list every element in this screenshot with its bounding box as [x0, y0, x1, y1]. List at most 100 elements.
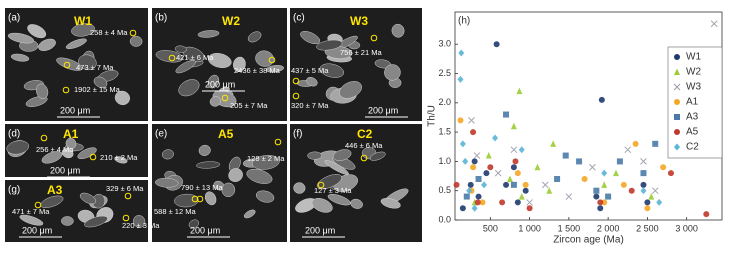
zircon-grain	[71, 23, 95, 37]
data-point	[644, 199, 651, 206]
zircon-grain	[65, 38, 87, 50]
zircon-grain	[61, 216, 74, 226]
scale-label: 200 μm	[60, 105, 90, 115]
spot-marker	[196, 195, 204, 203]
panel-label: (e)	[155, 129, 167, 140]
data-point	[481, 181, 488, 189]
age-label: 588 ± 12 Ma	[154, 207, 196, 216]
zircon-grain	[27, 24, 47, 39]
spot-marker	[89, 153, 97, 161]
panel-label: (g)	[8, 185, 20, 196]
legend-marker	[674, 143, 680, 151]
zircon-grain	[380, 198, 401, 209]
zircon-grain	[255, 190, 275, 203]
zircon-grain	[93, 76, 108, 88]
age-label: 446 ± 6 Ma	[345, 141, 383, 150]
data-point	[494, 169, 502, 177]
x-tick-label: 3 000	[675, 223, 698, 233]
zircon-grain	[207, 74, 220, 89]
data-point	[612, 169, 619, 177]
zircon-grain	[221, 182, 236, 198]
zircon-grain	[174, 45, 187, 53]
zircon-grain	[247, 31, 262, 43]
age-label: 256 ± 4 Ma	[36, 145, 74, 154]
zircon-grain	[84, 215, 108, 228]
data-point	[640, 187, 647, 195]
data-point	[565, 193, 573, 200]
data-point	[593, 193, 600, 200]
data-point	[510, 146, 518, 154]
data-point	[518, 146, 525, 154]
data-point	[506, 175, 513, 182]
zircon-grain	[316, 39, 343, 51]
y-tick-label: 0.0	[438, 214, 451, 224]
legend-marker	[674, 68, 680, 75]
panel-title: A1	[63, 127, 79, 141]
y-axis-label: Th/U	[427, 105, 438, 127]
y-tick-label: 2.0	[438, 97, 451, 107]
data-point	[652, 140, 659, 147]
data-point	[458, 49, 465, 57]
zircon-grain	[204, 191, 217, 206]
zircon-grain	[316, 174, 342, 190]
age-label: 258 ± 4 Ma	[90, 28, 128, 37]
spot-marker	[34, 201, 42, 209]
zircon-grain	[339, 81, 362, 99]
legend-marker	[674, 129, 680, 135]
data-point	[640, 158, 647, 165]
spot-marker	[370, 34, 378, 42]
data-point	[644, 205, 651, 212]
panel-label: (f)	[293, 129, 302, 140]
data-point	[601, 169, 608, 177]
age-label: 1902 ± 15 Ma	[74, 85, 121, 94]
data-point	[660, 164, 667, 171]
zircon-grain	[78, 54, 97, 71]
spot-marker	[124, 192, 132, 200]
zircon-grain	[155, 177, 179, 188]
zircon-grain	[36, 83, 49, 99]
legend-label: W3	[686, 82, 701, 93]
age-label: 128 ± 2 Ma	[247, 154, 285, 163]
scale-label: 200 μm	[305, 225, 335, 235]
zircon-grain	[161, 149, 174, 160]
data-point	[667, 170, 674, 177]
zircon-grain	[7, 32, 34, 44]
data-point	[474, 199, 481, 206]
zircon-grain	[209, 96, 221, 107]
legend-marker	[674, 99, 680, 105]
zircon-grain	[178, 79, 200, 97]
data-point	[598, 96, 605, 103]
zircon-grain	[61, 148, 74, 159]
panel-label: (a)	[8, 13, 20, 24]
zircon-grain	[243, 209, 256, 219]
data-point	[710, 20, 718, 28]
legend-label: W2	[686, 67, 701, 78]
x-tick-label: 500	[483, 223, 498, 233]
zircon-grain	[114, 156, 128, 164]
zircon-grain	[198, 144, 211, 156]
zircon-grain	[19, 214, 44, 226]
zircon-grain	[300, 31, 321, 45]
data-point	[703, 211, 710, 218]
zircon-grain	[6, 140, 29, 155]
zircon-grain	[65, 137, 77, 150]
data-point	[483, 170, 490, 177]
spot-marker	[62, 86, 70, 94]
data-point	[605, 193, 612, 200]
data-point	[457, 117, 464, 124]
zircon-grain	[307, 151, 323, 160]
data-point	[581, 175, 588, 182]
data-point	[632, 140, 639, 147]
scale-label: 200 μm	[22, 225, 52, 235]
zircon-grain	[255, 50, 274, 67]
zircon-grain	[324, 160, 349, 175]
data-point	[479, 199, 486, 206]
age-label: 320 ± 7 Ma	[291, 101, 329, 110]
data-point	[503, 111, 510, 118]
data-point	[518, 193, 525, 200]
data-point	[640, 170, 647, 177]
panel-label: (d)	[8, 129, 20, 140]
spot-marker	[191, 195, 199, 203]
panel-title: W1	[74, 14, 92, 28]
age-label: 790 ± 13 Ma	[181, 183, 223, 192]
